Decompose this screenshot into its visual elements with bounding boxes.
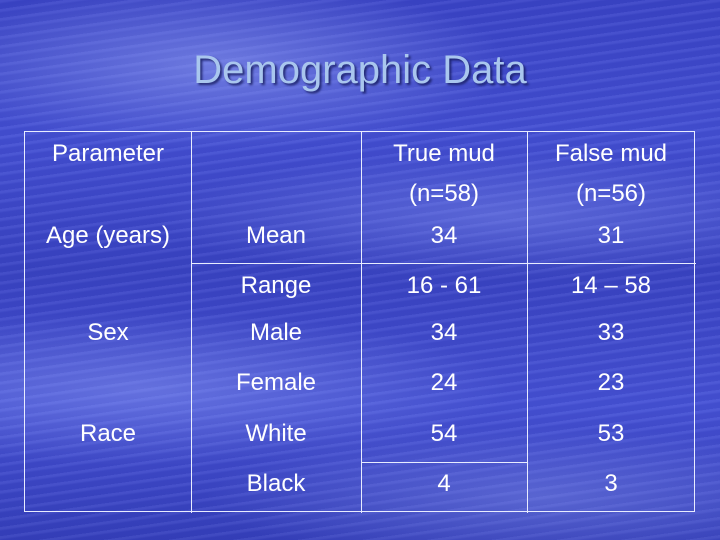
false-mud-value: 3 bbox=[604, 470, 618, 497]
header-parameter: Parameter bbox=[51, 140, 165, 167]
false-mud-value: 14 – 58 bbox=[570, 272, 652, 299]
true-mud-value: 54 bbox=[430, 420, 458, 447]
true-mud-value: 34 bbox=[430, 319, 458, 346]
row-group-label: Race bbox=[79, 420, 137, 447]
header-true-mud: True mud bbox=[393, 140, 495, 167]
false-mud-value: 33 bbox=[597, 319, 625, 346]
false-mud-value: 31 bbox=[597, 222, 625, 249]
row-group-label: Age (years) bbox=[45, 222, 171, 249]
false-mud-value: 23 bbox=[597, 369, 625, 396]
header-false-n: (n=56) bbox=[575, 180, 647, 207]
header-true-n: (n=58) bbox=[408, 180, 480, 207]
row-sub-label: Male bbox=[249, 319, 303, 346]
row-sub-label: Female bbox=[235, 369, 317, 396]
row-sub-label: Black bbox=[246, 470, 306, 497]
true-mud-value: 4 bbox=[437, 470, 451, 497]
row-divider-2 bbox=[361, 462, 527, 463]
true-mud-value: 24 bbox=[430, 369, 458, 396]
column-divider-3 bbox=[527, 132, 528, 513]
true-mud-value: 16 - 61 bbox=[406, 272, 482, 299]
row-sub-label: Range bbox=[240, 272, 312, 299]
row-sub-label: Mean bbox=[245, 222, 307, 249]
row-group-label: Sex bbox=[87, 319, 129, 346]
row-sub-label: White bbox=[245, 420, 307, 447]
false-mud-value: 53 bbox=[597, 420, 625, 447]
column-divider-2 bbox=[361, 132, 362, 513]
header-false-mud: False mud bbox=[554, 140, 668, 167]
true-mud-value: 34 bbox=[430, 222, 458, 249]
row-divider-1 bbox=[191, 263, 696, 264]
column-divider-1 bbox=[191, 132, 192, 513]
demographic-table: Parameter True mud (n=58) False mud (n=5… bbox=[24, 131, 696, 513]
slide-title: Demographic Data bbox=[193, 48, 527, 92]
